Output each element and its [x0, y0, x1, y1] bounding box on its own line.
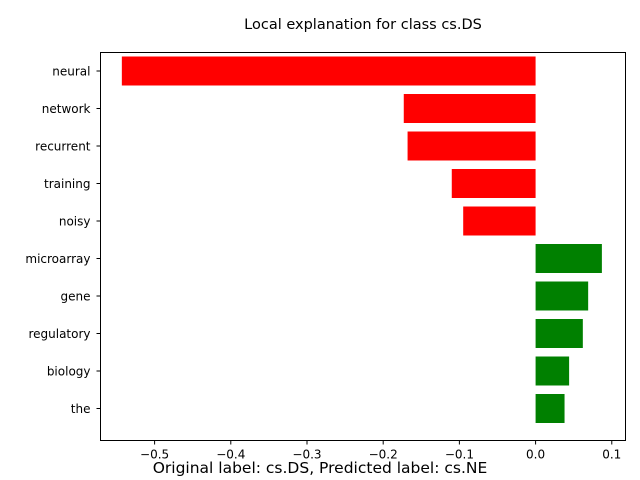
plot-frame [100, 52, 626, 441]
y-tick-label: training [44, 177, 91, 191]
y-tick-label: noisy [59, 215, 91, 229]
bar-neural [121, 56, 536, 86]
x-tick-label: −0.2 [369, 448, 398, 462]
bar-network [403, 94, 536, 123]
x-tick-label: −0.4 [216, 448, 245, 462]
bar-recurrent [407, 131, 536, 161]
x-axis: −0.5 −0.4 −0.3 −0.2 −0.1 0.0 0.1 [140, 440, 621, 462]
y-tick-label: gene [61, 290, 91, 304]
chart-title: Local explanation for class cs.DS [244, 17, 482, 33]
bar-regulatory [535, 319, 583, 348]
x-tick-label: 0.0 [526, 448, 545, 462]
x-tick-label: −0.1 [445, 448, 474, 462]
y-tick-label: recurrent [35, 140, 91, 154]
y-tick-label: neural [52, 65, 90, 79]
bar-gene [535, 281, 589, 311]
bar-biology [535, 356, 570, 386]
y-tick-labels: neural network recurrent training noisy micro… [25, 65, 101, 416]
bar-the [535, 394, 565, 423]
bar-microarray [535, 244, 602, 273]
y-tick-label: the [71, 402, 91, 416]
x-tick-label: 0.1 [602, 448, 621, 462]
bar-training [451, 169, 536, 198]
y-tick-label: regulatory [28, 327, 90, 341]
y-tick-label: biology [47, 365, 91, 379]
y-tick-label: microarray [25, 252, 90, 266]
chart-caption: Original label: cs.DS, Predicted label: … [152, 459, 488, 477]
x-tick-label: −0.5 [140, 448, 169, 462]
bar-noisy [463, 206, 536, 236]
bar-group [121, 56, 602, 423]
y-tick-label: network [42, 102, 91, 116]
x-tick-label: −0.3 [292, 448, 321, 462]
